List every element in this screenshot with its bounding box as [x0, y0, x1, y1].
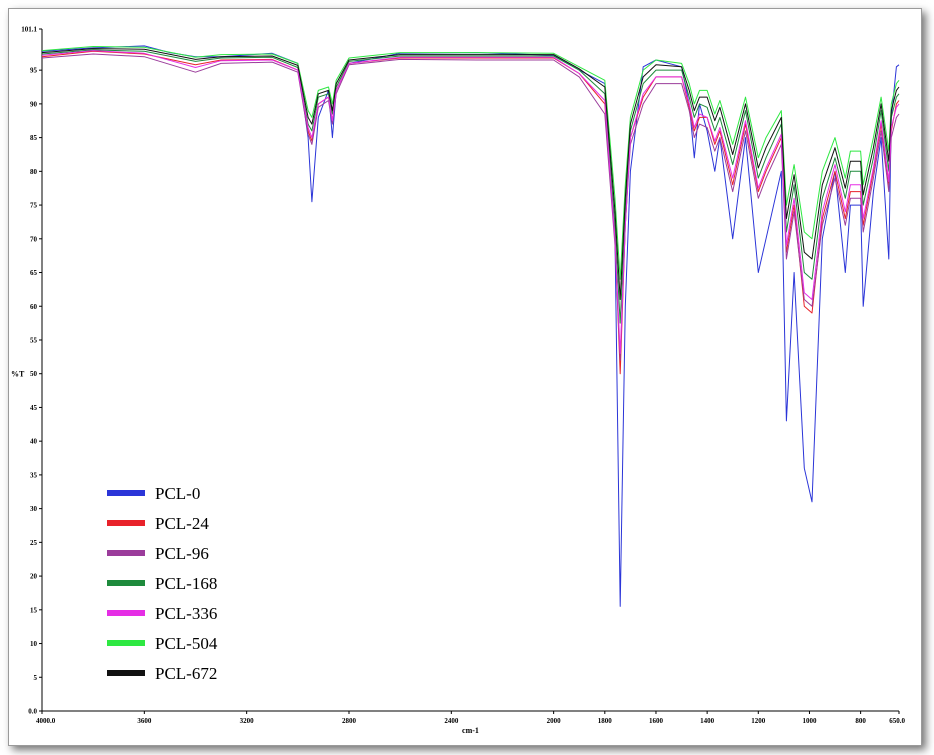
legend-label: PCL-96	[155, 544, 209, 563]
x-tick-label: 1600	[649, 717, 664, 725]
axes	[41, 29, 899, 712]
legend-swatch	[107, 550, 145, 556]
y-tick-label: 5	[34, 674, 38, 682]
legend-swatch	[107, 640, 145, 646]
series-line-pcl-24	[41, 50, 900, 375]
x-tick-label: 800	[855, 717, 866, 725]
y-tick-label: 45	[30, 404, 38, 412]
legend-label: PCL-24	[155, 514, 209, 533]
legend-swatch	[107, 520, 145, 526]
legend-swatch	[107, 580, 145, 586]
y-tick-label: 30	[30, 505, 38, 513]
legend-label: PCL-168	[155, 574, 217, 593]
x-tick-label: 4000.0	[36, 717, 56, 725]
y-tick-label: 101.1	[21, 26, 37, 34]
x-tick-label: 3600	[137, 717, 152, 725]
y-tick-label: 50	[30, 370, 38, 378]
legend-swatch	[107, 490, 145, 496]
series-layer	[41, 45, 900, 607]
legend-swatch	[107, 610, 145, 616]
y-tick-label: 15	[30, 606, 38, 614]
y-tick-label: 85	[30, 134, 38, 142]
y-tick-label: 10	[30, 640, 38, 648]
x-tick-label: 1400	[700, 717, 715, 725]
y-tick-label: 80	[30, 168, 38, 176]
series-line-pcl-168	[41, 49, 900, 324]
y-tick-label: 70	[30, 235, 38, 243]
x-tick-label: 3200	[240, 717, 255, 725]
series-line-pcl-672	[41, 48, 900, 300]
series-line-pcl-336	[41, 50, 900, 354]
y-tick-label: 25	[30, 539, 38, 547]
y-tick-label: 0.0	[28, 708, 37, 716]
x-tick-label: 1200	[751, 717, 766, 725]
legend-label: PCL-672	[155, 664, 217, 683]
series-line-pcl-96	[41, 53, 900, 361]
ticks: 0.0 5 10 15 20 25 30 35 40 45 50 55 60 65 70 75 80 85 90 95…	[21, 26, 905, 726]
y-tick-label: 40	[30, 438, 38, 446]
y-tick-label: 35	[30, 471, 38, 479]
ftir-chart: 0.0 5 10 15 20 25 30 35 40 45 50 55 60 65 70 75 80 85 90 95…	[11, 26, 906, 736]
legend-label: PCL-0	[155, 484, 200, 503]
series-line-pcl-504	[41, 46, 900, 280]
x-axis-label: cm-1	[462, 726, 479, 735]
y-tick-label: 60	[30, 303, 38, 311]
chart-frame: 0.0 5 10 15 20 25 30 35 40 45 50 55 60 65 70 75 80 85 90 95…	[8, 8, 922, 746]
y-tick-label: 75	[30, 202, 38, 210]
y-tick-label: 90	[30, 100, 38, 108]
x-tick-label: 2400	[444, 717, 459, 725]
x-tick-label: 1800	[598, 717, 613, 725]
y-axis-label: %T	[11, 370, 25, 379]
legend-swatch	[107, 670, 145, 676]
legend-label: PCL-504	[155, 634, 218, 653]
legend: PCL-0 PCL-24 PCL-96 PCL-168 PCL-336 PCL-504 PC…	[107, 484, 218, 683]
y-tick-label: 65	[30, 269, 38, 277]
x-tick-label: 650.0	[889, 717, 905, 725]
x-tick-label: 2800	[342, 717, 357, 725]
legend-label: PCL-336	[155, 604, 217, 623]
y-tick-label: 95	[30, 67, 38, 75]
y-tick-label: 55	[30, 336, 38, 344]
x-tick-label: 1000	[802, 717, 817, 725]
y-tick-label: 20	[30, 573, 38, 581]
x-tick-label: 2000	[547, 717, 562, 725]
